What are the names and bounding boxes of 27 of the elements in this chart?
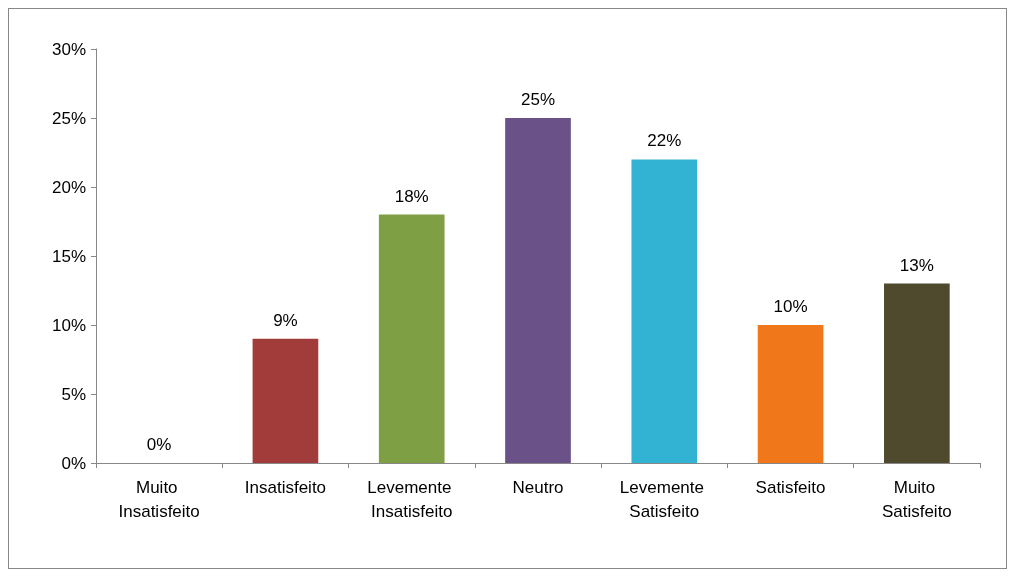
bar bbox=[378, 214, 445, 463]
data-label: 0% bbox=[146, 435, 172, 454]
x-tick-label: Insatisfeito bbox=[244, 477, 327, 497]
bar bbox=[631, 159, 698, 463]
x-tick-label: Levemente Satisfeito bbox=[619, 477, 709, 521]
y-tick-label: 20% bbox=[51, 177, 86, 197]
y-tick-label: 25% bbox=[51, 108, 86, 128]
data-label: 9% bbox=[273, 310, 298, 330]
bar bbox=[505, 118, 571, 463]
data-label: 22% bbox=[647, 131, 682, 151]
x-tick-label: Satisfeito bbox=[755, 477, 826, 497]
y-tick-label: 10% bbox=[51, 315, 86, 335]
data-label: 13% bbox=[899, 255, 934, 275]
bar bbox=[884, 283, 950, 463]
y-tick-label: 0% bbox=[61, 453, 86, 473]
data-label: 18% bbox=[394, 186, 429, 206]
bar bbox=[757, 325, 824, 463]
y-tick-label: 30% bbox=[51, 39, 86, 59]
x-tick-label: Muito Satisfeito bbox=[881, 477, 952, 521]
data-label: 10% bbox=[773, 297, 808, 316]
x-tick-label: Muito Insatisfeito bbox=[118, 477, 200, 521]
x-tick-label: Levemente Insatisfeito bbox=[367, 477, 457, 521]
y-tick-label: 5% bbox=[61, 384, 86, 404]
bar bbox=[252, 338, 319, 463]
data-label: 25% bbox=[520, 90, 556, 109]
y-tick-label: 15% bbox=[51, 246, 86, 266]
x-tick-label: Neutro bbox=[512, 477, 564, 497]
